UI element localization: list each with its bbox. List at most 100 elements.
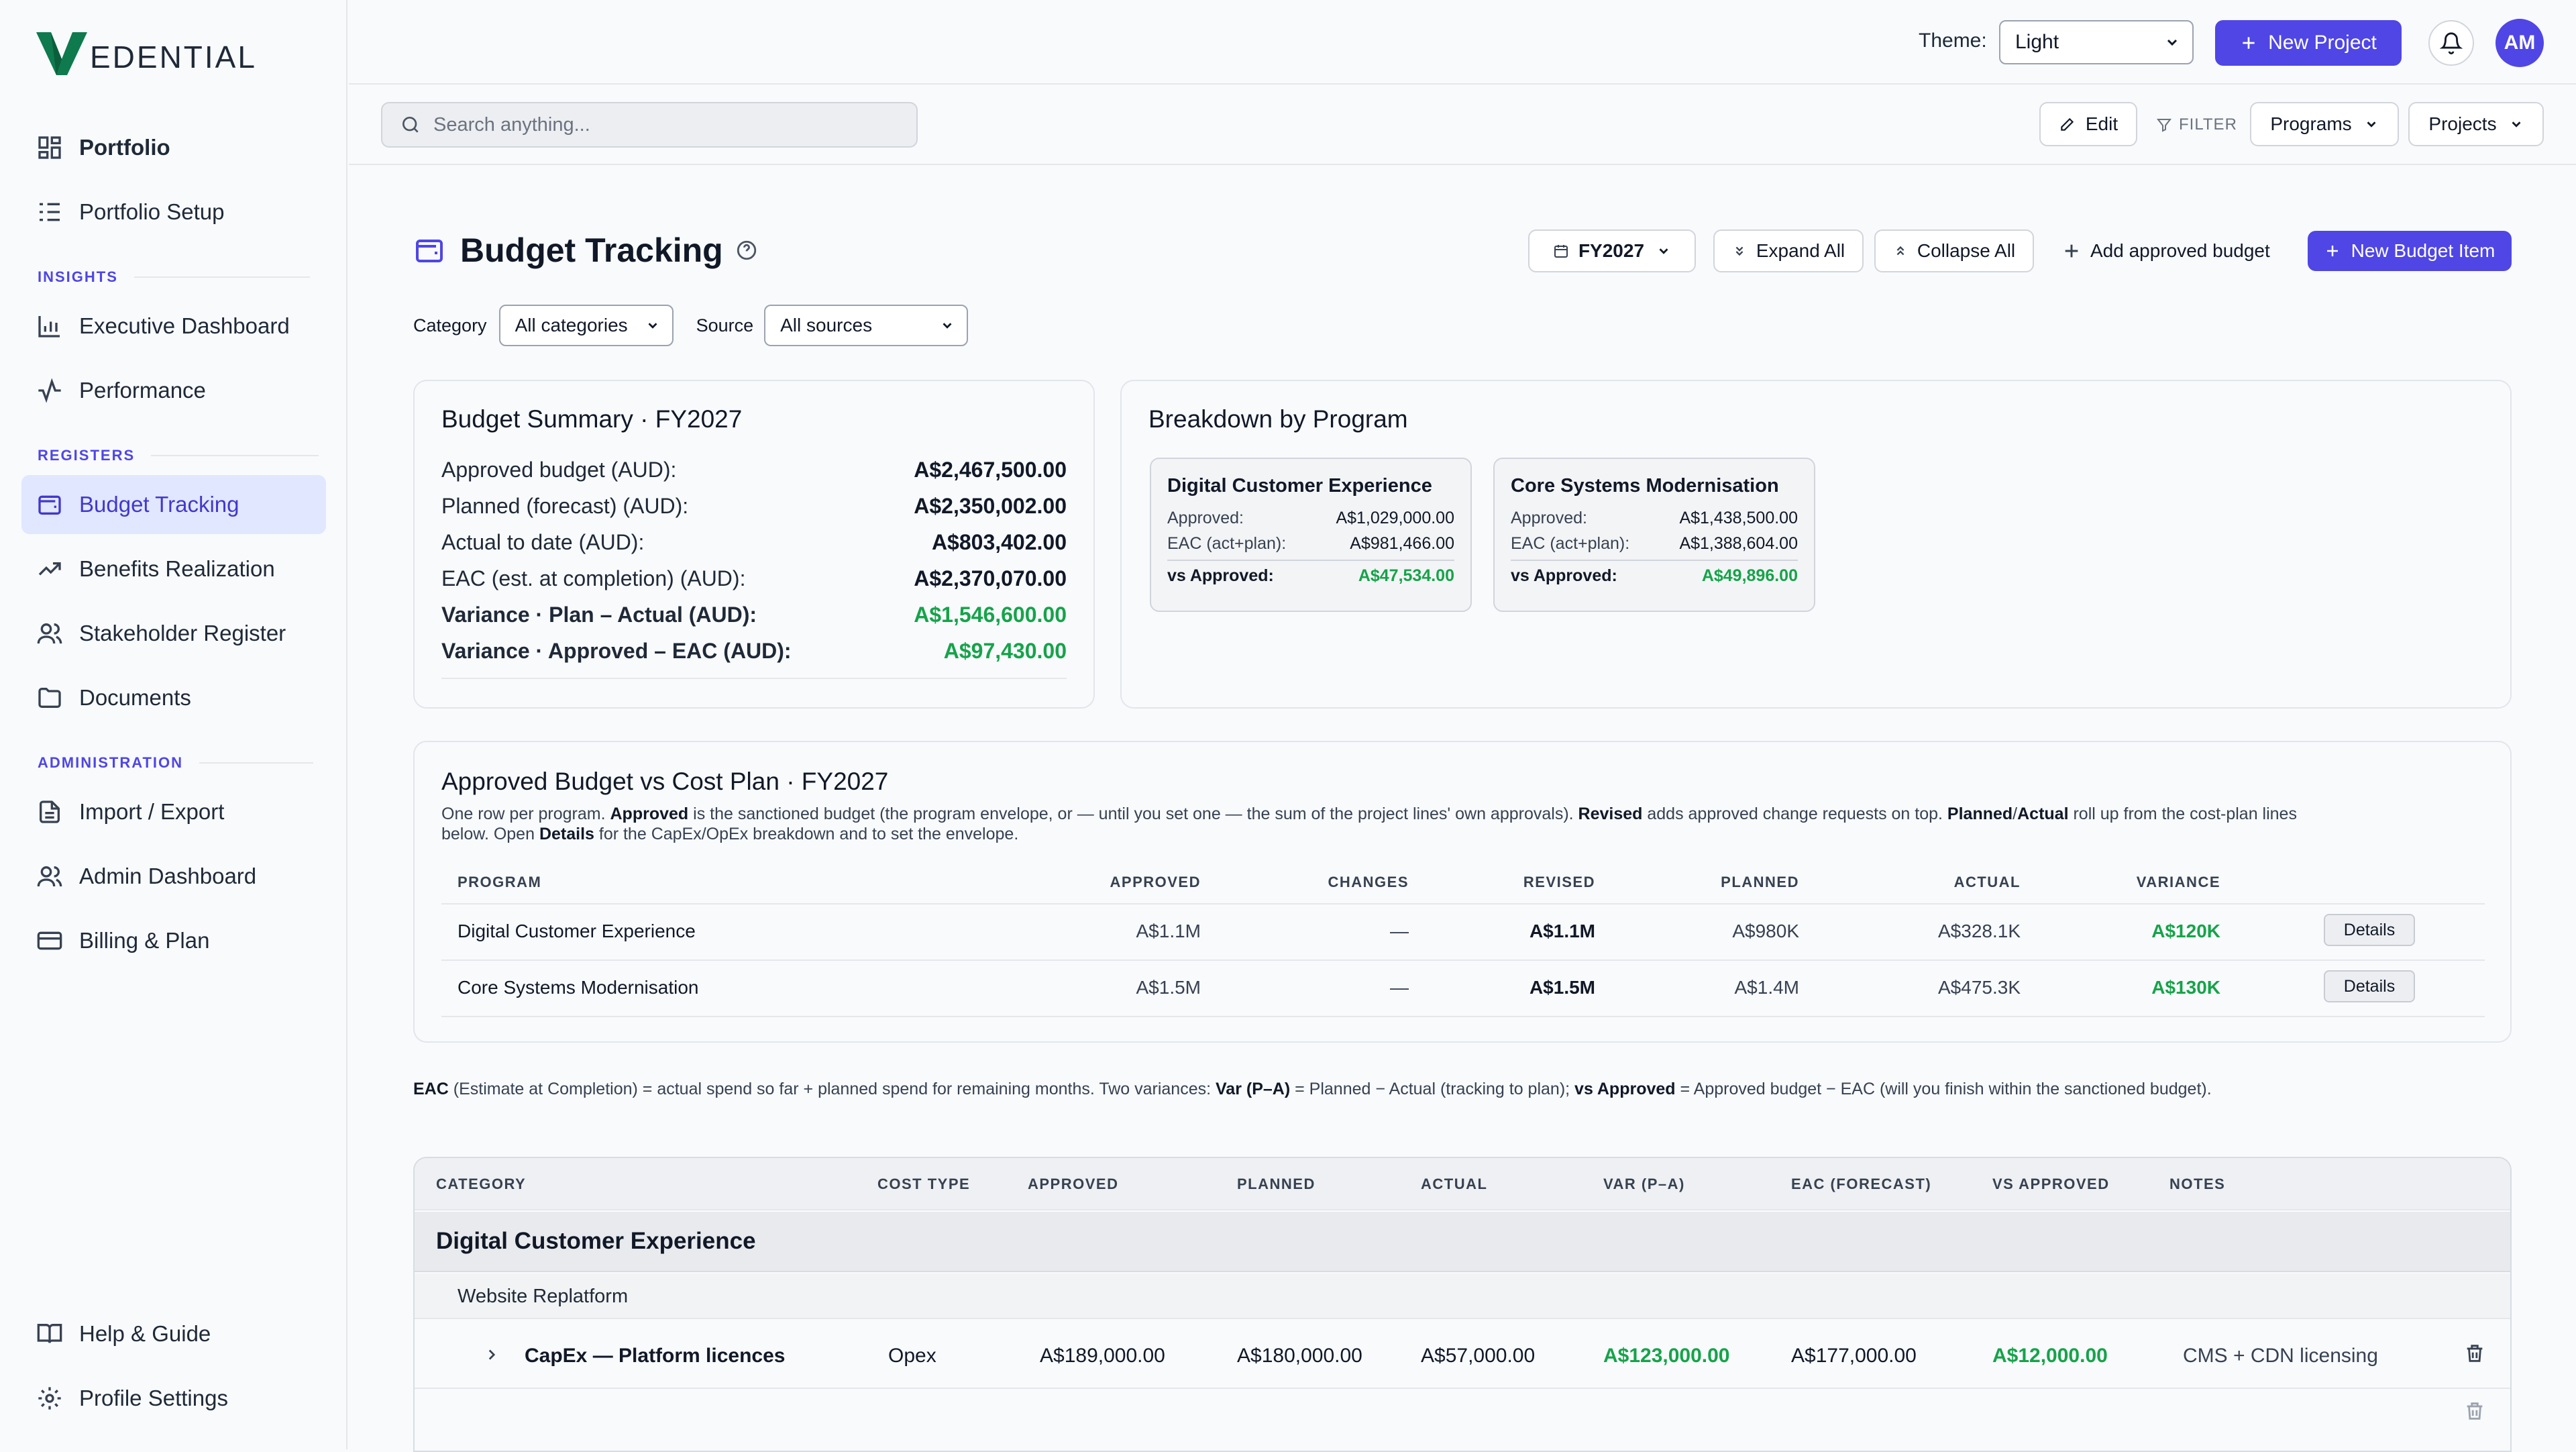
sidebar-item-label: Performance [79,378,206,403]
sidebar-item-performance[interactable]: Performance [21,361,326,420]
group-row[interactable]: Digital Customer Experience [415,1212,2510,1272]
sidebar-item-portfolio[interactable]: Portfolio [21,118,326,177]
category-select[interactable]: All categories [498,305,674,346]
column-header-category: CATEGORY [436,1176,527,1192]
chevrons-up-icon [1896,246,1904,256]
table-header: CATEGORY COST TYPE APPROVED PLANNED ACTU… [415,1158,2510,1210]
revised-value: A$1.5M [1529,977,1595,998]
collapse-all-button[interactable]: Collapse All [1874,229,2034,272]
add-approved-budget-label: Add approved budget [2090,240,2270,261]
program-stat-value: A$1,438,500.00 [1679,509,1798,527]
column-header-eac: EAC (FORECAST) [1791,1176,1932,1192]
program-name: Digital Customer Experience [458,921,696,941]
sidebar-item-label: Help & Guide [79,1321,211,1346]
actual-value: A$57,000.00 [1421,1345,1536,1367]
divider [1167,560,1454,561]
filter-icon [2156,119,2172,132]
theme-select-value: Light [2015,31,2059,53]
summary-value: A$803,402.00 [931,530,1067,554]
table-row[interactable]: CapEx — Platform licences Opex A$189,000… [415,1320,2510,1389]
program-card[interactable]: Core Systems Modernisation Approved: A$1,… [1493,458,1815,612]
sub-bar: Search anything... Edit FILTER Programs … [349,86,2576,165]
sidebar-item-label: Portfolio [79,135,170,160]
table-row[interactable] [415,1390,2510,1451]
budget-summary-title: Budget Summary · FY2027 [441,405,743,433]
column-header-approved: APPROVED [1110,874,1201,890]
sidebar-item-label: Admin Dashboard [79,864,257,888]
sidebar-item-documents[interactable]: Documents [21,668,326,727]
help-circle-icon[interactable] [735,239,758,262]
revised-value: A$1.1M [1529,921,1595,941]
program-card[interactable]: Digital Customer Experience Approved: A$1… [1150,458,1472,612]
summary-row-eac: EAC (est. at completion) (AUD): A$2,370,0… [441,566,1067,591]
divider [441,960,2485,961]
sidebar-item-benefits-realization[interactable]: Benefits Realization [21,539,326,599]
theme-select[interactable]: Light [1999,20,2194,64]
plus-icon [2243,37,2255,49]
logo-v-icon [36,32,87,75]
grid-icon [38,136,61,159]
chevron-down-icon [648,323,657,329]
trash-icon[interactable] [2463,1400,2486,1422]
chevron-down-icon [2167,39,2178,46]
program-stat-label: vs Approved: [1167,566,1274,585]
summary-label: Approved budget (AUD): [441,458,677,482]
app-logo[interactable]: EDENTIAL [36,32,257,75]
program-stat-label: Approved: [1167,509,1244,527]
approved-value: A$189,000.00 [1040,1345,1165,1367]
avatar[interactable]: AM [2496,19,2544,67]
add-approved-budget-button[interactable]: Add approved budget [2062,229,2270,272]
trash-icon[interactable] [2463,1342,2486,1365]
chevron-right-icon[interactable] [483,1346,500,1363]
chevron-down-icon [2512,121,2521,127]
projects-dropdown[interactable]: Projects [2408,102,2544,146]
details-button[interactable]: Details [2324,970,2415,1002]
list-checks-icon [40,203,60,221]
wallet-icon [38,495,61,515]
section-label-administration: ADMINISTRATION [38,754,314,772]
program-stat-value: A$1,029,000.00 [1336,509,1454,527]
sidebar-item-budget-tracking[interactable]: Budget Tracking [21,475,326,534]
notifications-button[interactable] [2428,20,2474,66]
column-header-cost-type: COST TYPE [877,1176,971,1192]
changes-value: — [1390,921,1409,941]
breakdown-title: Breakdown by Program [1148,405,1408,433]
logo-text: EDENTIAL [90,40,257,74]
program-name: Core Systems Modernisation [1511,475,1779,497]
theme-label: Theme: [1919,30,1987,52]
column-header-variance: VARIANCE [2136,874,2220,890]
expand-all-button[interactable]: Expand All [1713,229,1864,272]
new-project-button[interactable]: New Project [2215,20,2402,66]
planned-value: A$180,000.00 [1237,1345,1362,1367]
sidebar-item-label: Import / Export [79,799,225,824]
details-button[interactable]: Details [2324,914,2415,946]
subgroup-row[interactable]: Website Replatform [415,1274,2510,1319]
program-name: Digital Customer Experience [1167,475,1432,497]
approved-value: A$1.1M [1136,921,1201,941]
program-stat-value: A$1,388,604.00 [1679,534,1798,553]
category-label: Category [413,315,487,335]
budget-summary-card: Budget Summary · FY2027 Approved budget … [413,380,1095,709]
sidebar-item-portfolio-setup[interactable]: Portfolio Setup [21,183,326,242]
sidebar-item-help-guide[interactable]: Help & Guide [21,1304,326,1363]
summary-label: Variance · Approved – EAC (AUD): [441,639,792,663]
bar-chart-icon [38,316,60,338]
fiscal-year-select[interactable]: FY2027 [1528,229,1696,272]
calendar-icon [1554,245,1568,258]
sidebar-item-profile-settings[interactable]: Profile Settings [21,1369,326,1428]
sidebar-item-billing-plan[interactable]: Billing & Plan [21,911,326,970]
new-budget-item-button[interactable]: New Budget Item [2308,231,2512,271]
expand-all-label: Expand All [1756,240,1845,261]
filter-row: Category All categories Source All sourc… [413,305,969,346]
programs-dropdown[interactable]: Programs [2250,102,2399,146]
activity-icon [38,378,61,403]
sidebar-item-stakeholder-register[interactable]: Stakeholder Register [21,604,326,663]
group-name: Digital Customer Experience [436,1228,756,1254]
search-input[interactable]: Search anything... [381,102,918,148]
users-icon [37,866,62,887]
sidebar-item-admin-dashboard[interactable]: Admin Dashboard [21,847,326,906]
sidebar-item-executive-dashboard[interactable]: Executive Dashboard [21,297,326,356]
source-select[interactable]: All sources [764,305,969,346]
sidebar-item-import-export[interactable]: Import / Export [21,782,326,841]
edit-button[interactable]: Edit [2039,102,2137,146]
